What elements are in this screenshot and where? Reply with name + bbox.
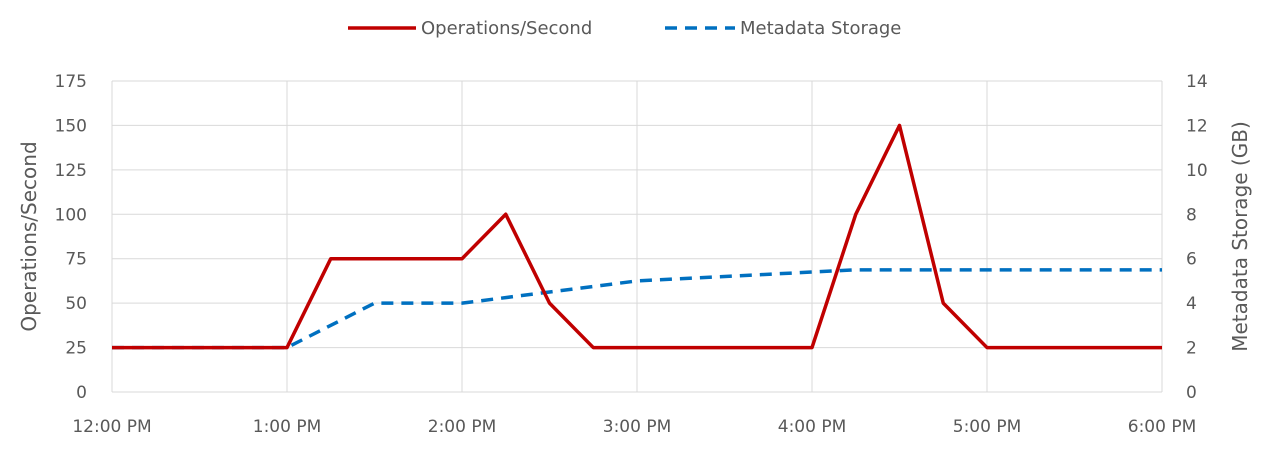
x-tick-label: 1:00 PM: [253, 417, 322, 437]
x-tick-label: 4:00 PM: [778, 417, 847, 437]
y-right-tick-label: 10: [1186, 161, 1208, 181]
y-left-axis-title: Operations/Second: [17, 141, 41, 331]
legend-label-metadata-storage: Metadata Storage: [740, 18, 901, 39]
y-right-axis-title: Metadata Storage (GB): [1228, 121, 1252, 352]
y-left-tick-label: 150: [55, 116, 87, 136]
y-right-tick-label: 8: [1186, 205, 1197, 225]
y-left-tick-label: 175: [55, 72, 87, 92]
x-tick-label: 12:00 PM: [72, 417, 151, 437]
series-lines: [112, 123, 1162, 350]
axes: 0 25 50 75 100 125 150 175 0 2 4 6 8 10 12 14 12:00 PM 1:…: [17, 72, 1252, 437]
y-left-tick-label: 0: [76, 383, 87, 403]
operations-per-second-line: [112, 123, 1162, 350]
x-tick-label: 2:00 PM: [428, 417, 497, 437]
y-left-tick-label: 25: [65, 339, 87, 359]
legend-label-operations-per-second: Operations/Second: [421, 18, 592, 39]
legend: Operations/Second Metadata Storage: [348, 18, 901, 39]
y-right-tick-label: 12: [1186, 116, 1208, 136]
x-tick-label: 6:00 PM: [1128, 417, 1197, 437]
y-left-tick-label: 125: [55, 161, 87, 181]
metadata-storage-line: [112, 268, 1162, 350]
y-left-tick-label: 75: [65, 250, 87, 270]
y-right-tick-label: 0: [1186, 383, 1197, 403]
y-left-tick-label: 100: [55, 205, 87, 225]
x-tick-label: 5:00 PM: [953, 417, 1022, 437]
y-right-tick-label: 4: [1186, 294, 1197, 314]
gridlines: [111, 80, 1163, 393]
y-right-tick-label: 6: [1186, 250, 1197, 270]
y-right-tick-label: 14: [1186, 72, 1208, 92]
x-tick-label: 3:00 PM: [603, 417, 672, 437]
y-left-tick-label: 50: [65, 294, 87, 314]
y-right-tick-label: 2: [1186, 339, 1197, 359]
